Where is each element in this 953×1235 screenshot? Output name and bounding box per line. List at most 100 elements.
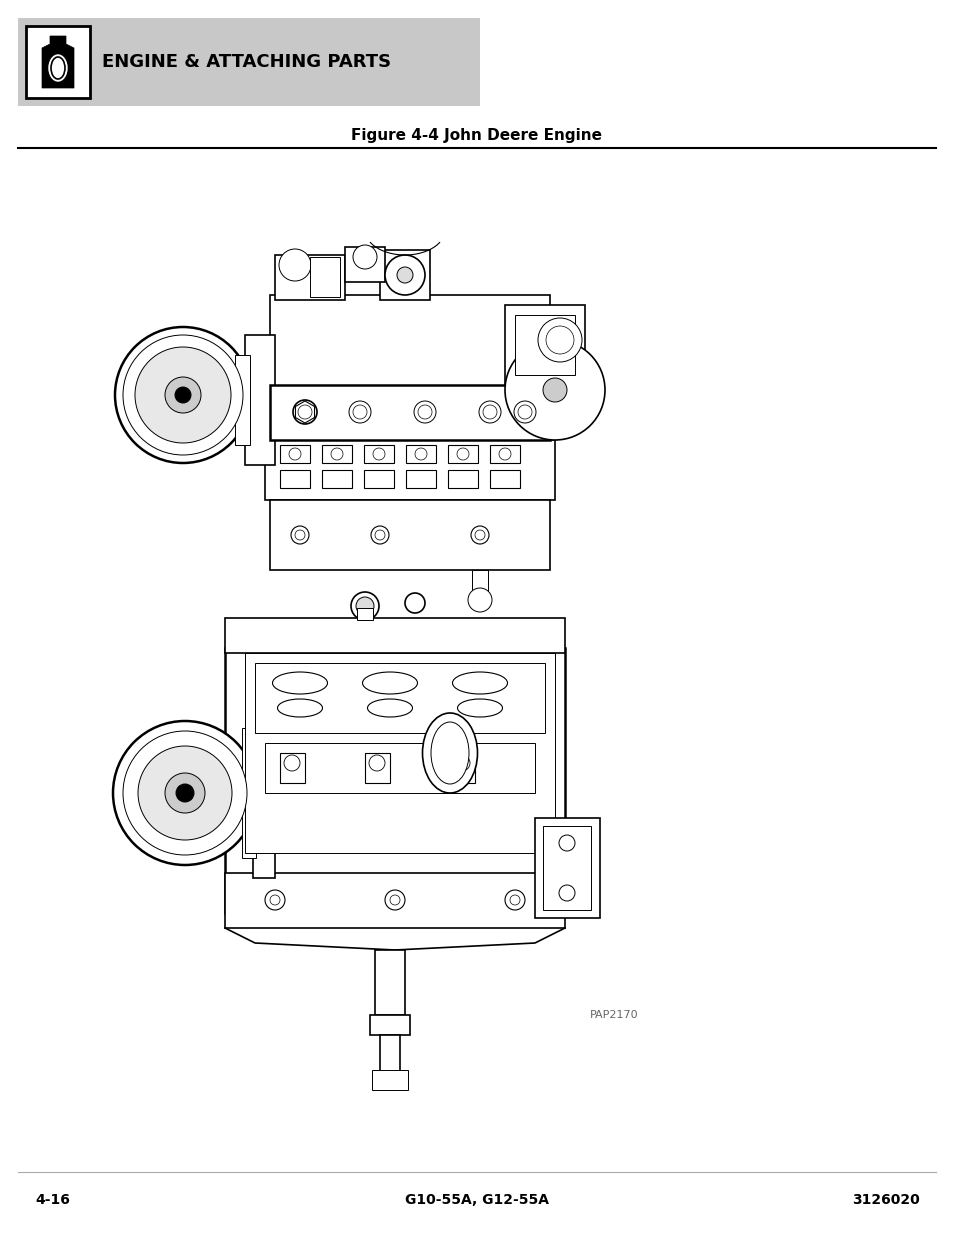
Bar [365, 753, 390, 783]
Circle shape [278, 249, 311, 282]
Circle shape [284, 755, 299, 771]
Circle shape [175, 784, 193, 802]
Circle shape [165, 773, 205, 813]
Bar [345, 247, 385, 282]
Circle shape [390, 895, 399, 905]
Bar [274, 254, 345, 300]
Bar [253, 708, 274, 878]
Text: PAP2170: PAP2170 [589, 1010, 638, 1020]
Ellipse shape [415, 448, 427, 459]
Bar [406, 471, 436, 488]
Bar [280, 471, 310, 488]
Circle shape [510, 895, 519, 905]
Bar [225, 648, 564, 913]
Ellipse shape [457, 699, 502, 718]
Bar [242, 727, 255, 858]
Circle shape [135, 347, 231, 443]
Circle shape [504, 340, 604, 440]
Ellipse shape [294, 530, 305, 540]
Circle shape [405, 593, 424, 613]
Ellipse shape [456, 448, 469, 459]
Bar [490, 471, 519, 488]
Ellipse shape [417, 405, 432, 419]
Bar [406, 445, 436, 463]
Circle shape [396, 267, 413, 283]
Bar [270, 500, 550, 571]
Ellipse shape [431, 722, 469, 784]
Text: ENGINE & ATTACHING PARTS: ENGINE & ATTACHING PARTS [102, 53, 391, 70]
Ellipse shape [362, 672, 417, 694]
Bar [322, 445, 352, 463]
Ellipse shape [452, 672, 507, 694]
Circle shape [454, 755, 470, 771]
Ellipse shape [475, 530, 484, 540]
Bar [375, 950, 405, 1015]
Bar [280, 445, 310, 463]
Ellipse shape [353, 405, 367, 419]
Circle shape [385, 890, 405, 910]
Bar [364, 445, 394, 463]
Circle shape [270, 895, 280, 905]
Bar [448, 445, 477, 463]
Bar [379, 1035, 399, 1074]
Bar [265, 440, 555, 500]
Ellipse shape [277, 699, 322, 718]
Ellipse shape [349, 401, 371, 424]
Circle shape [265, 890, 285, 910]
Ellipse shape [273, 672, 327, 694]
Ellipse shape [482, 405, 497, 419]
Circle shape [174, 387, 191, 403]
Ellipse shape [478, 401, 500, 424]
Ellipse shape [331, 448, 343, 459]
Ellipse shape [375, 530, 385, 540]
PathPatch shape [42, 36, 74, 88]
Bar [472, 571, 488, 600]
Circle shape [123, 335, 243, 454]
Ellipse shape [373, 448, 385, 459]
Bar [322, 471, 352, 488]
Ellipse shape [498, 448, 511, 459]
Bar [504, 305, 584, 385]
Ellipse shape [514, 401, 536, 424]
Circle shape [138, 746, 232, 840]
Circle shape [558, 835, 575, 851]
Bar [448, 471, 477, 488]
Bar [265, 743, 535, 793]
Circle shape [468, 588, 492, 613]
Bar [356, 608, 373, 620]
Circle shape [353, 245, 376, 269]
Bar [542, 826, 590, 910]
Circle shape [112, 721, 256, 864]
Bar [234, 354, 250, 445]
Bar [18, 19, 479, 106]
Ellipse shape [289, 448, 301, 459]
Bar [370, 1015, 410, 1035]
Text: 4-16: 4-16 [35, 1193, 70, 1207]
Ellipse shape [471, 526, 489, 543]
Bar [372, 1070, 408, 1091]
Ellipse shape [297, 405, 312, 419]
Circle shape [115, 327, 251, 463]
Bar [515, 315, 575, 375]
Bar [26, 26, 90, 98]
Bar [280, 753, 305, 783]
Text: G10-55A, G12-55A: G10-55A, G12-55A [405, 1193, 548, 1207]
Bar [225, 873, 564, 927]
Ellipse shape [291, 526, 309, 543]
Bar [245, 335, 274, 466]
Circle shape [369, 755, 385, 771]
Bar [379, 249, 430, 300]
Bar [535, 818, 599, 918]
Circle shape [537, 317, 581, 362]
Circle shape [504, 890, 524, 910]
Text: Figure 4-4 John Deere Engine: Figure 4-4 John Deere Engine [351, 127, 602, 142]
Ellipse shape [414, 401, 436, 424]
Circle shape [165, 377, 201, 412]
Circle shape [351, 592, 378, 620]
Circle shape [355, 597, 374, 615]
Bar [270, 385, 550, 440]
Circle shape [542, 378, 566, 403]
Ellipse shape [51, 57, 65, 79]
Bar [225, 618, 564, 653]
Text: 3126020: 3126020 [851, 1193, 919, 1207]
